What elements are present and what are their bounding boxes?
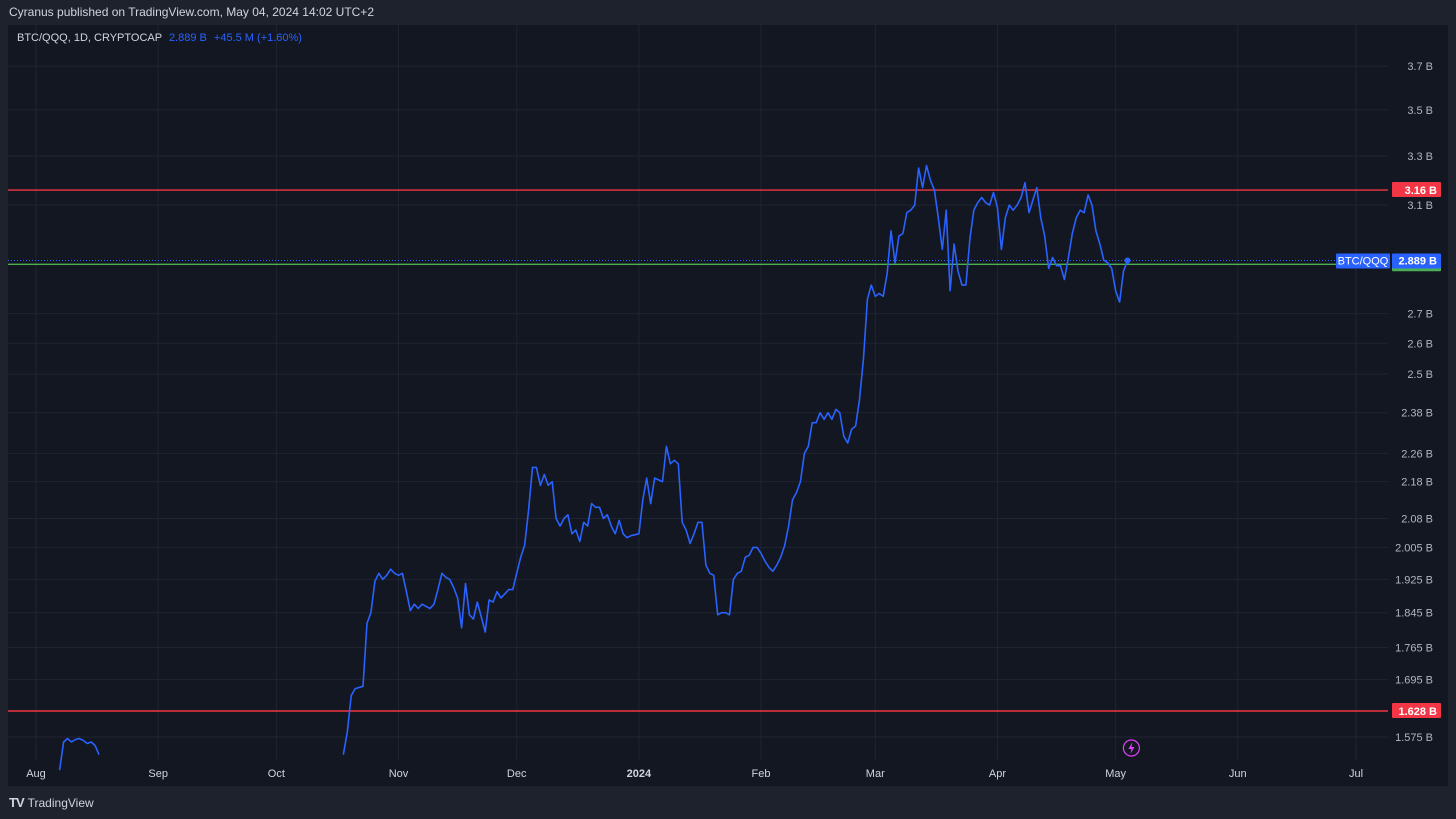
y-tick-label: 1.925 B: [1395, 574, 1433, 586]
series-name-badge: [1336, 253, 1390, 269]
last-value-badge-label: 2.889 B: [1398, 255, 1437, 267]
y-tick-label: 2.38 B: [1401, 408, 1433, 420]
y-tick-label: 2.18 B: [1401, 477, 1433, 489]
y-tick-label: 3.1 B: [1407, 200, 1433, 212]
last-value-badge: [1392, 253, 1441, 269]
publish-header: Cyranus published on TradingView.com, Ma…: [0, 0, 1456, 25]
y-tick-label: 2.26 B: [1401, 448, 1433, 460]
chart-legend[interactable]: BTC/QQQ, 1D, CRYPTOCAP 2.889 B +45.5 M (…: [17, 32, 302, 44]
tradingview-logo-icon: TV: [9, 795, 25, 810]
y-tick-label: 2.5 B: [1407, 369, 1433, 381]
series-line: [58, 737, 100, 771]
y-tick-label: 1.695 B: [1395, 674, 1433, 686]
y-tick-label: 2.08 B: [1401, 514, 1433, 526]
tradingview-logo[interactable]: TV TradingView: [9, 795, 94, 810]
x-tick-label: Jun: [1229, 768, 1247, 780]
y-tick-label: 1.575 B: [1395, 732, 1433, 744]
horizontal-lines-layer: [8, 189, 1388, 712]
x-tick-label: Sep: [148, 768, 168, 780]
y-tick-label: 2.005 B: [1395, 542, 1433, 554]
footer-bar: TV TradingView: [0, 786, 1456, 819]
grid-layer: [8, 25, 1388, 761]
x-tick-label: Oct: [268, 768, 285, 780]
x-tick-label: 2024: [627, 768, 652, 780]
legend-value: 2.889 B: [168, 32, 207, 44]
lightning-icon: [1122, 739, 1141, 757]
level-badge-label: 3.16 B: [1405, 185, 1437, 197]
level-badge: [1392, 703, 1441, 719]
y-tick-label: 2.7 B: [1407, 309, 1433, 321]
lightning-bolt: [1128, 742, 1135, 754]
series-line: [342, 164, 1129, 755]
level-badge-label: 1.628 B: [1398, 706, 1437, 718]
y-tick-label: 3.7 B: [1407, 61, 1433, 73]
legend-symbol[interactable]: BTC/QQQ, 1D, CRYPTOCAP: [17, 32, 162, 44]
y-tick-label: 3.5 B: [1407, 105, 1433, 117]
series-layer: [58, 164, 1131, 771]
last-point-dot: [1124, 257, 1131, 264]
x-tick-label: Mar: [866, 768, 885, 780]
axis-layer: 1.575 B 1.695 B 1.765 B 1.845 B 1.925 B 2.005…: [26, 61, 1433, 780]
price-chart[interactable]: 1.575 B 1.695 B 1.765 B 1.845 B 1.925 B 2.005…: [8, 25, 1448, 786]
x-tick-label: Nov: [389, 768, 409, 780]
x-tick-label: Jul: [1349, 768, 1363, 780]
series-name-label: BTC/QQQ: [1338, 255, 1389, 267]
y-tick-label: 2.6 B: [1407, 338, 1433, 350]
x-tick-label: Apr: [989, 768, 1006, 780]
y-tick-label: 1.765 B: [1395, 643, 1433, 655]
x-tick-label: Dec: [507, 768, 527, 780]
level-badge: [1392, 182, 1441, 198]
y-tick-label: 1.845 B: [1395, 608, 1433, 620]
extra-layer: [1122, 739, 1141, 757]
tradingview-brand: TradingView: [27, 795, 94, 810]
chart-panel[interactable]: BTC/QQQ, 1D, CRYPTOCAP 2.889 B +45.5 M (…: [8, 25, 1448, 786]
y-tick-label: 3.3 B: [1407, 151, 1433, 163]
x-tick-label: Feb: [752, 768, 771, 780]
legend-change: +45.5 M (+1.60%): [213, 32, 302, 44]
x-tick-label: May: [1105, 768, 1126, 780]
publish-line: Cyranus published on TradingView.com, Ma…: [9, 5, 374, 19]
x-tick-label: Aug: [26, 768, 46, 780]
